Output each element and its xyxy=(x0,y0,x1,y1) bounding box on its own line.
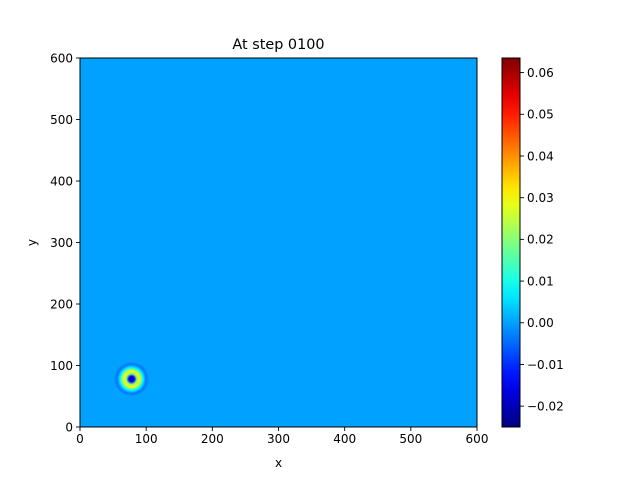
ring-feature xyxy=(113,362,150,396)
y-tick-label: 500 xyxy=(50,113,73,127)
colorbar: −0.02 −0.01 0.00 0.01 0.02 0.03 0.04 0.05 0.06 xyxy=(501,57,564,428)
x-tick-label: 200 xyxy=(201,432,224,446)
chart-title: At step 0100 xyxy=(232,37,324,53)
colorbar-tick-label: 0.02 xyxy=(527,233,554,247)
plot-area xyxy=(79,57,478,428)
x-axis-label: x xyxy=(275,456,282,470)
colorbar-gradient xyxy=(501,57,521,428)
colorbar-ticks: −0.02 −0.01 0.00 0.01 0.02 0.03 0.04 0.05 0.06 xyxy=(520,66,564,413)
colorbar-tick-label: 0.06 xyxy=(527,66,554,80)
field-background xyxy=(80,58,477,427)
y-tick-label: 300 xyxy=(50,236,73,250)
x-tick-label: 300 xyxy=(267,432,290,446)
x-tick-label: 0 xyxy=(76,432,84,446)
colorbar-tick-label: 0.01 xyxy=(527,274,554,288)
colorbar-tick-label: 0.00 xyxy=(527,316,554,330)
x-tick-label: 500 xyxy=(399,432,422,446)
x-tick-label: 400 xyxy=(333,432,356,446)
x-axis-ticks: 0 100 200 300 400 500 600 xyxy=(76,427,488,446)
x-tick-label: 100 xyxy=(135,432,158,446)
colorbar-tick-label: 0.03 xyxy=(527,191,554,205)
colorbar-tick-label: 0.05 xyxy=(527,108,554,122)
colorbar-tick-label: −0.01 xyxy=(527,358,564,372)
colorbar-tick-label: 0.04 xyxy=(527,149,554,163)
y-tick-label: 100 xyxy=(50,359,73,373)
y-tick-label: 200 xyxy=(50,297,73,311)
y-tick-label: 600 xyxy=(50,51,73,65)
y-axis-label: y xyxy=(25,239,39,246)
x-tick-label: 600 xyxy=(466,432,489,446)
y-tick-label: 0 xyxy=(65,420,73,434)
y-axis-ticks: 0 100 200 300 400 500 600 xyxy=(50,51,80,434)
colorbar-tick-label: −0.02 xyxy=(527,399,564,413)
y-tick-label: 400 xyxy=(50,174,73,188)
